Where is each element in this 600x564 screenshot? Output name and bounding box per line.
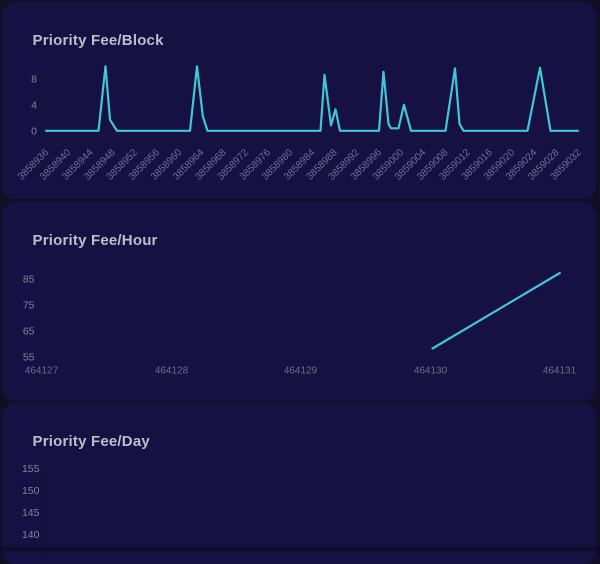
svg-text:464127: 464127 (25, 366, 59, 377)
svg-text:4: 4 (31, 100, 37, 112)
svg-text:145: 145 (22, 507, 40, 519)
svg-text:464131: 464131 (543, 366, 577, 377)
svg-text:8: 8 (31, 74, 37, 86)
svg-text:464128: 464128 (155, 366, 189, 377)
svg-text:155: 155 (22, 463, 40, 475)
svg-text:85: 85 (23, 274, 35, 286)
svg-text:464130: 464130 (414, 366, 448, 377)
svg-text:65: 65 (23, 326, 35, 338)
svg-text:150: 150 (22, 485, 40, 497)
svg-text:140: 140 (22, 529, 40, 541)
svg-text:75: 75 (23, 300, 35, 312)
svg-text:464129: 464129 (284, 366, 318, 377)
svg-text:55: 55 (23, 352, 35, 364)
svg-text:0: 0 (31, 126, 37, 138)
